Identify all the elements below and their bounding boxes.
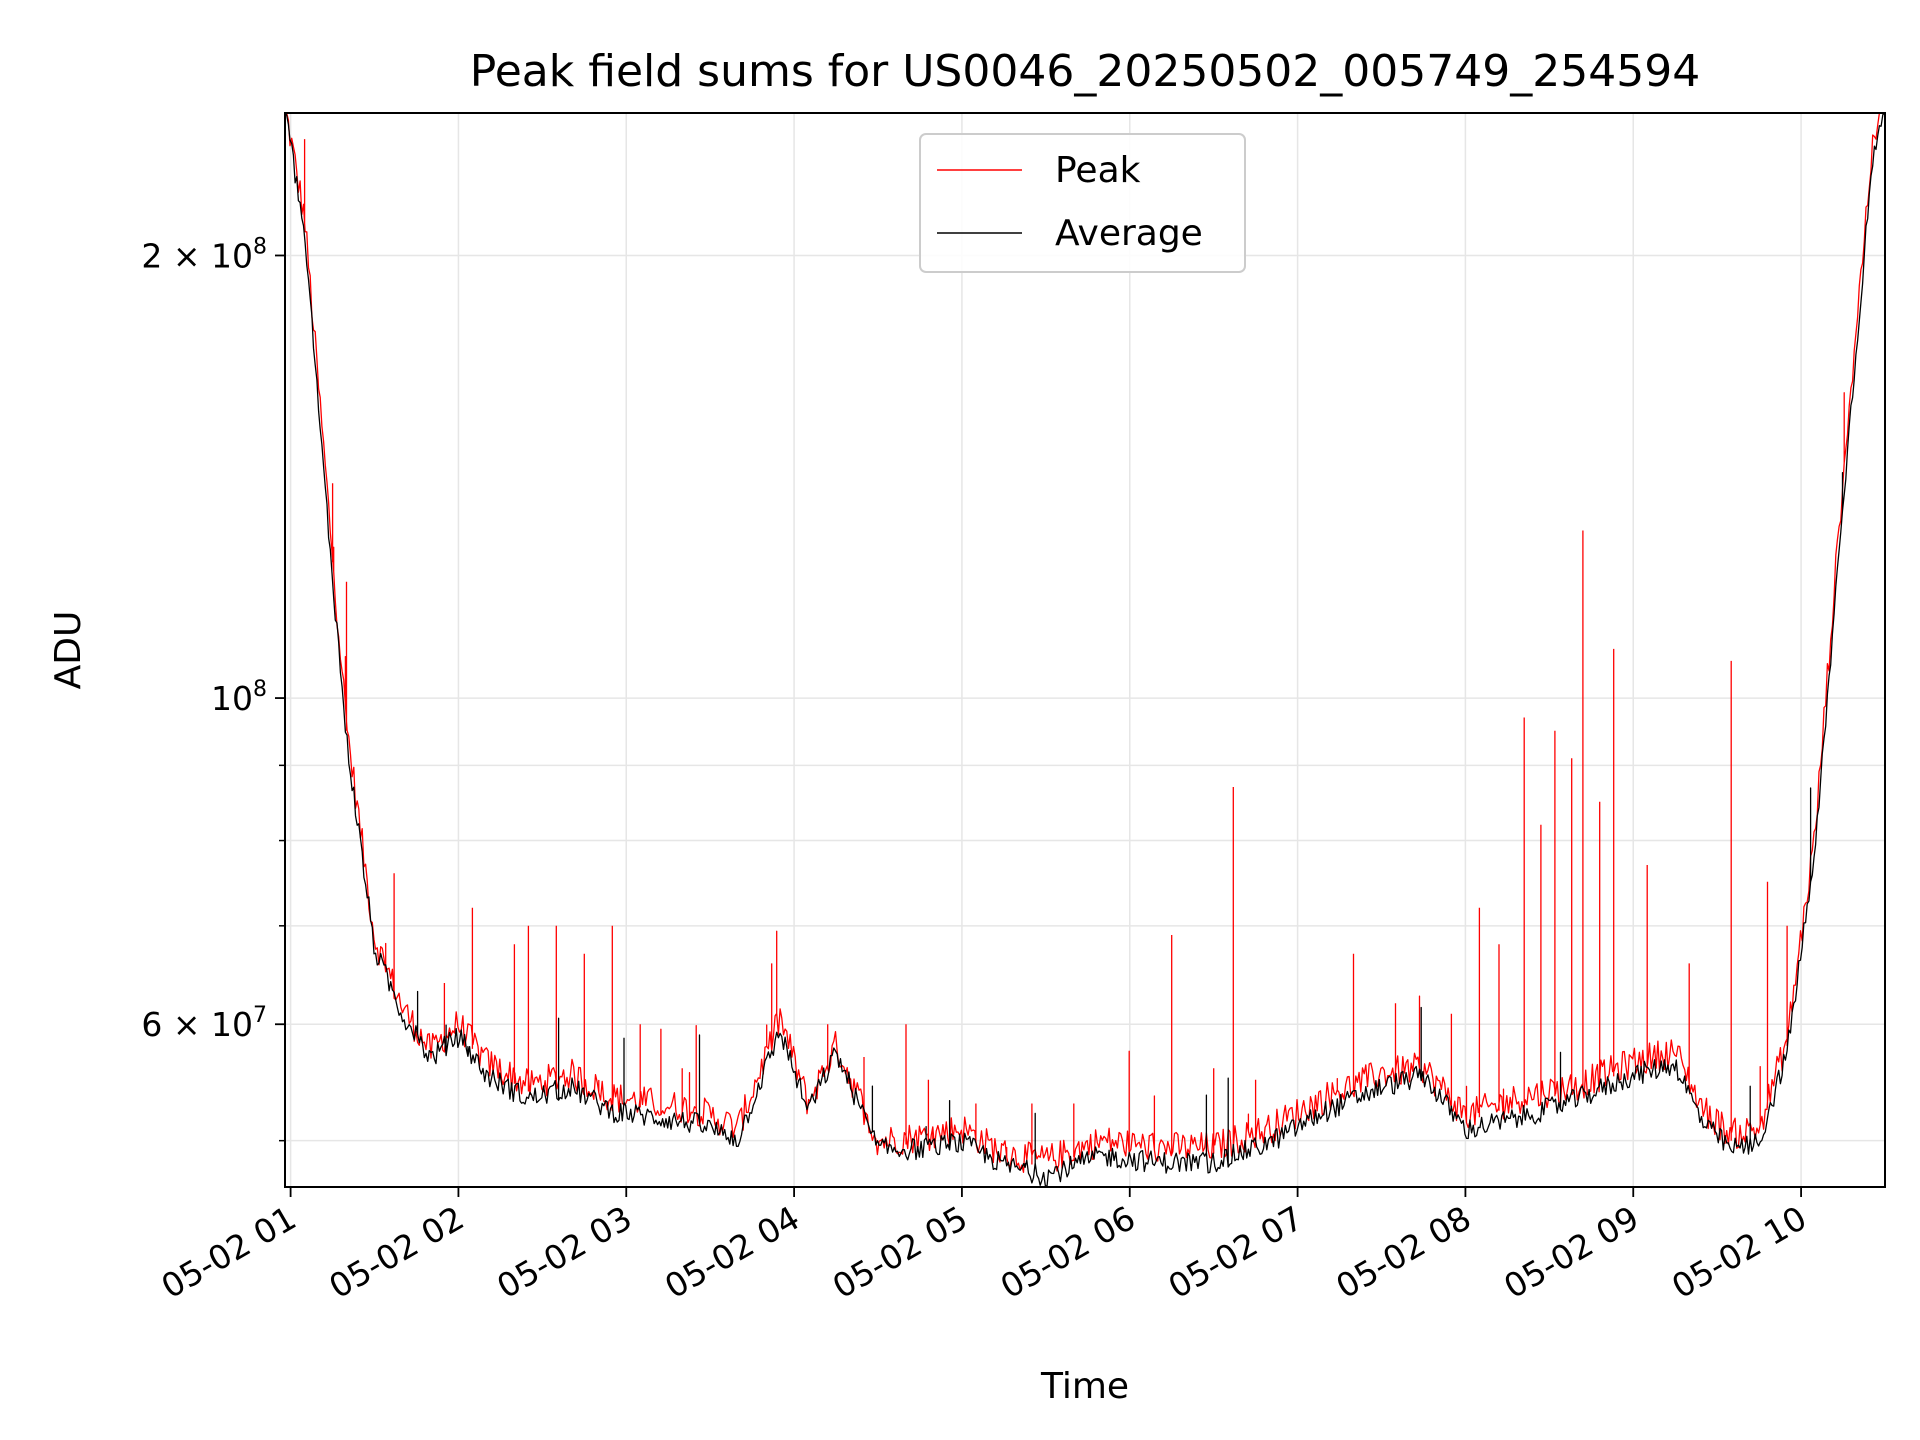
y-axis-label: ADU — [48, 611, 89, 690]
plot-frame — [284, 112, 1886, 1188]
x-axis-label: Time — [1040, 1366, 1129, 1407]
legend: Peak Average — [919, 133, 1246, 273]
series-line-peak — [285, 112, 1885, 1173]
grid — [285, 113, 1885, 1187]
legend-box — [919, 133, 1246, 273]
y-tick-label: 108 — [211, 677, 267, 718]
y-tick-label: 6 × 107 — [141, 1003, 267, 1044]
series-line-average — [284, 112, 1885, 1188]
legend-label-average: Average — [1055, 213, 1203, 254]
y-tick-label: 2 × 108 — [141, 234, 267, 275]
chart-title: Peak field sums for US0046_20250502_0057… — [470, 46, 1700, 97]
legend-label-peak: Peak — [1055, 150, 1141, 191]
series-layer — [284, 112, 1885, 1188]
